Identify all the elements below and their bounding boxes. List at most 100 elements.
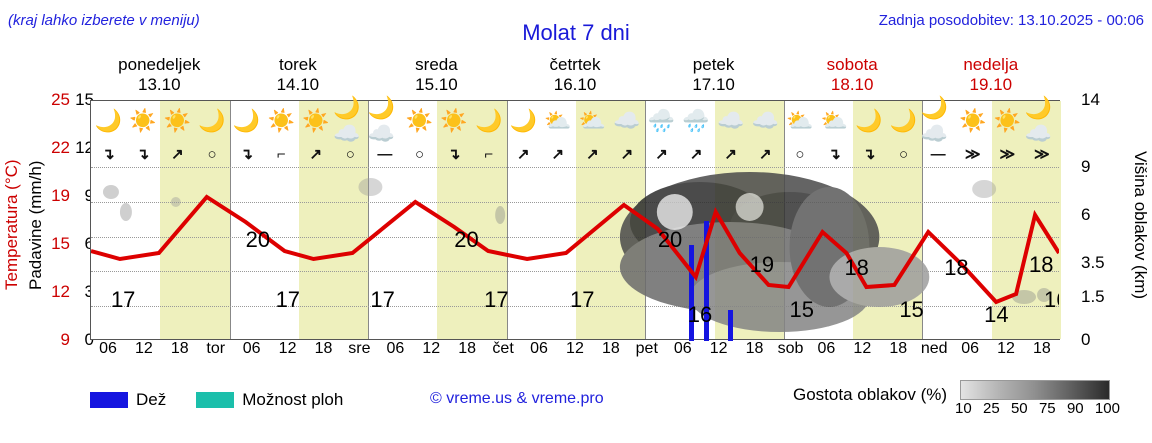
weather-icon-5: ☀️ [264,101,299,141]
x-tick-2: 18 [162,340,198,360]
wind-cell-5: ⌐ [264,141,299,167]
right-axis: 14 9 6 3.5 1.5 0 Višina oblakov (km) [1077,100,1152,340]
x-tick-6: 18 [306,340,342,360]
svg-text:17: 17 [276,287,300,312]
temp-tick-19: 19 [51,186,70,206]
weather-icon-4: 🌙 [229,101,264,141]
plot-inner-region: 17 20 17 17 20 17 17 20 16 19 15 18 15 1… [91,167,1059,341]
temperature-axis-label: Temperatura (°C) [2,150,22,300]
shower-chance-legend-swatch [196,392,234,408]
cloud-density-tick-4: 90 [1067,400,1084,417]
cloud-density-tick-3: 75 [1039,400,1056,417]
wind-cell-26: ≫ [990,141,1025,167]
x-tick-18: 18 [737,340,773,360]
cloud-tick-6: 6 [1081,205,1090,225]
wind-cell-24: — [921,141,956,167]
x-tick-22: 18 [880,340,916,360]
wind-cell-0: ↴ [91,141,126,167]
left-axis: Temperatura (°C) Padavine (mm/h) 25 22 1… [0,100,90,340]
wind-cell-23: ○ [886,141,921,167]
weather-icon-15: ☁️ [610,101,645,141]
svg-text:17: 17 [111,287,135,312]
weather-icon-11: 🌙 [471,101,506,141]
x-tick-25: 12 [988,340,1024,360]
x-tick-26: 18 [1024,340,1060,360]
x-tick-1: 12 [126,340,162,360]
wind-cell-14: ↗ [575,141,610,167]
wind-cell-16: ↗ [644,141,679,167]
weather-icon-17: 🌧️ [679,101,714,141]
svg-text:20: 20 [454,227,478,252]
svg-text:19: 19 [750,252,774,277]
page-title: Molat 7 dni [0,20,1152,46]
wind-cell-10: ↴ [437,141,472,167]
temperature-curve: 17 20 17 17 20 17 17 20 16 19 15 18 15 1… [91,167,1059,341]
weather-icon-19: ☁️ [748,101,783,141]
weather-icon-13: ⛅ [541,101,576,141]
cloud-density-tick-1: 25 [983,400,1000,417]
x-tick-8: 06 [377,340,413,360]
weather-icon-14: ⛅ [575,101,610,141]
x-tick-9: 12 [413,340,449,360]
wind-cell-18: ↗ [713,141,748,167]
weather-icon-21: ⛅ [817,101,852,141]
day-header-3: četrtek 16.10 [506,55,645,100]
day-header-5: sobota 18.10 [783,55,922,100]
temp-tick-12: 12 [51,282,70,302]
cloud-axis-label: Višina oblakov (km) [1130,130,1150,320]
cloud-density-gradient-bar [960,380,1110,400]
wind-cell-12: ↗ [506,141,541,167]
x-tick-15: pet [629,340,665,360]
wind-cell-1: ↴ [126,141,161,167]
x-tick-7: sre [341,340,377,360]
weather-icon-2: ☀️ [160,101,195,141]
temp-tick-22: 22 [51,138,70,158]
x-tick-14: 18 [593,340,629,360]
weather-icon-9: ☀️ [402,101,437,141]
x-tick-19: sob [773,340,809,360]
x-tick-24: 06 [952,340,988,360]
weather-icon-25: ☀️ [955,101,990,141]
wind-cell-9: ○ [402,141,437,167]
weather-icon-24: 🌙☁️ [921,101,956,141]
rain-legend-label: Dež [136,390,166,410]
day-header-4: petek 17.10 [644,55,783,100]
cloud-tick-9: 9 [1081,157,1090,177]
x-tick-11: čet [485,340,521,360]
weather-icon-26: ☀️ [990,101,1025,141]
cloud-tick-14: 14 [1081,90,1100,110]
x-axis-row: 06 12 18 tor 06 12 18 sre 06 12 18 čet 0… [90,340,1060,360]
precip-axis-label: Padavine (mm/h) [26,150,46,300]
cloud-tick-1_5: 1.5 [1081,287,1105,307]
cloud-density-tick-2: 50 [1011,400,1028,417]
x-tick-20: 06 [808,340,844,360]
weather-icon-8: 🌙☁️ [368,101,403,141]
day-header-1: torek 14.10 [229,55,368,100]
svg-text:18: 18 [844,255,868,280]
wind-cell-8: — [368,141,403,167]
x-tick-16: 06 [665,340,701,360]
wind-cell-2: ↗ [160,141,195,167]
svg-text:16: 16 [688,302,712,327]
x-tick-3: tor [198,340,234,360]
svg-text:15: 15 [790,297,814,322]
cloud-density-label: Gostota oblakov (%) [793,385,947,405]
temp-tick-15: 15 [51,234,70,254]
weather-icon-3: 🌙 [195,101,230,141]
temperature-axis-ticks: 25 22 19 15 12 9 [46,100,72,340]
x-tick-13: 12 [557,340,593,360]
x-tick-12: 06 [521,340,557,360]
x-tick-0: 06 [90,340,126,360]
svg-text:17: 17 [370,287,394,312]
svg-text:15: 15 [899,297,923,322]
wind-cell-3: ○ [195,141,230,167]
wind-cell-17: ↗ [679,141,714,167]
weather-chart: 🌙 ☀️ ☀️ 🌙 🌙 ☀️ ☀️ 🌙☁️ 🌙☁️ ☀️ ☀️ 🌙 🌙 ⛅ ⛅ … [90,100,1060,340]
weather-icon-1: ☀️ [126,101,161,141]
cloud-density-ticks: 10 25 50 75 90 100 [955,400,1120,417]
wind-cell-25: ≫ [955,141,990,167]
cloud-axis-ticks: 14 9 6 3.5 1.5 0 [1079,100,1119,340]
svg-text:18: 18 [1029,252,1053,277]
x-tick-23: ned [916,340,952,360]
rain-legend-swatch [90,392,128,408]
